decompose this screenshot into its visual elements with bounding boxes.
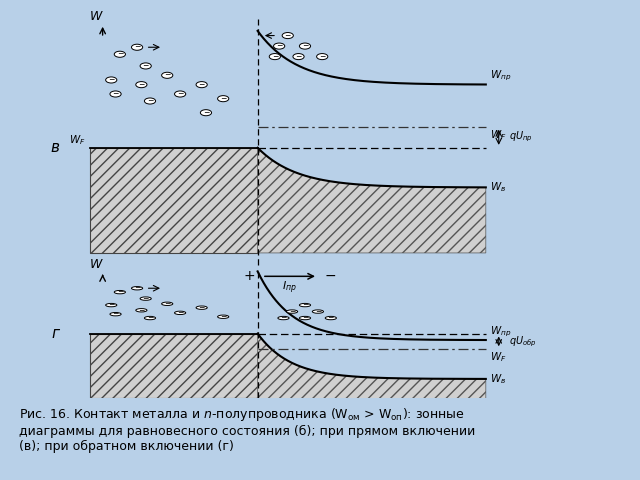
Text: $W_в$: $W_в$: [490, 372, 506, 386]
Circle shape: [269, 54, 280, 60]
Polygon shape: [258, 334, 486, 398]
Text: −: −: [143, 61, 149, 70]
Text: $I_{пр}$: $I_{пр}$: [282, 280, 298, 296]
Polygon shape: [258, 148, 486, 253]
Text: −: −: [302, 300, 308, 310]
Text: $W_F$: $W_F$: [490, 128, 507, 142]
Text: $W_{пр}$: $W_{пр}$: [490, 325, 511, 339]
Circle shape: [106, 303, 117, 307]
Circle shape: [162, 72, 173, 78]
Circle shape: [196, 306, 207, 310]
Text: +: +: [243, 269, 255, 283]
Text: −: −: [315, 307, 321, 316]
Text: −: −: [134, 284, 140, 293]
Text: −: −: [164, 71, 170, 80]
Text: $W_F$: $W_F$: [69, 133, 85, 146]
Text: −: −: [302, 313, 308, 323]
Circle shape: [140, 63, 151, 69]
Circle shape: [110, 91, 121, 97]
Text: −: −: [198, 303, 205, 312]
Circle shape: [300, 316, 310, 320]
Text: −: −: [147, 96, 153, 105]
Circle shape: [282, 33, 293, 38]
Circle shape: [131, 44, 143, 50]
Circle shape: [287, 310, 298, 313]
Text: −: −: [138, 306, 145, 315]
Circle shape: [218, 96, 228, 102]
Circle shape: [278, 316, 289, 320]
Text: −: −: [280, 313, 287, 323]
Text: −: −: [325, 269, 337, 283]
Circle shape: [145, 98, 156, 104]
Circle shape: [106, 77, 117, 83]
Circle shape: [317, 54, 328, 60]
Text: Рис. 16. Контакт металла и $n$-полупроводника (W$_{\mathrm{ом}}$ > W$_{\mathrm{о: Рис. 16. Контакт металла и $n$-полупрово…: [19, 406, 476, 453]
Text: −: −: [302, 41, 308, 50]
Circle shape: [300, 43, 310, 49]
Text: −: −: [271, 52, 278, 61]
Circle shape: [110, 312, 121, 316]
Circle shape: [136, 82, 147, 88]
Text: −: −: [198, 80, 205, 89]
Circle shape: [140, 297, 151, 300]
Text: −: −: [108, 300, 115, 310]
Text: $W_F$: $W_F$: [490, 350, 507, 364]
Text: −: −: [177, 308, 183, 317]
Circle shape: [293, 54, 304, 60]
Circle shape: [175, 311, 186, 314]
Text: −: −: [220, 312, 227, 321]
Text: $W$: $W$: [89, 10, 104, 23]
Text: −: −: [289, 307, 295, 316]
Bar: [90, 148, 258, 253]
Text: $W$: $W$: [89, 258, 104, 271]
Text: −: −: [116, 288, 123, 297]
Circle shape: [200, 109, 212, 116]
Circle shape: [162, 302, 173, 305]
Text: −: −: [113, 310, 119, 319]
Circle shape: [136, 309, 147, 312]
Circle shape: [115, 51, 125, 57]
Circle shape: [145, 316, 156, 320]
Text: $W_в$: $W_в$: [490, 180, 506, 194]
Text: г: г: [51, 326, 60, 341]
Circle shape: [325, 316, 337, 320]
Text: в: в: [51, 140, 60, 155]
Circle shape: [131, 287, 143, 290]
Text: $qU_{обр}$: $qU_{обр}$: [509, 334, 537, 348]
Circle shape: [300, 303, 310, 307]
Text: −: −: [147, 313, 153, 323]
Circle shape: [218, 315, 228, 318]
Circle shape: [196, 82, 207, 88]
Text: −: −: [143, 294, 149, 303]
Text: $qU_{пр}$: $qU_{пр}$: [509, 130, 533, 144]
Circle shape: [273, 43, 285, 49]
Text: −: −: [276, 41, 282, 50]
Text: −: −: [203, 108, 209, 117]
Bar: [90, 334, 258, 398]
Text: −: −: [108, 75, 115, 84]
Text: −: −: [295, 52, 301, 61]
Text: −: −: [138, 80, 145, 89]
Text: −: −: [319, 52, 325, 61]
Text: −: −: [113, 89, 119, 98]
Text: −: −: [328, 313, 334, 323]
Text: −: −: [285, 31, 291, 40]
Text: −: −: [220, 94, 227, 103]
Circle shape: [115, 290, 125, 294]
Circle shape: [175, 91, 186, 97]
Text: −: −: [134, 43, 140, 51]
Text: −: −: [177, 89, 183, 98]
Text: −: −: [116, 49, 123, 59]
Circle shape: [312, 310, 323, 313]
Text: −: −: [164, 299, 170, 308]
Text: $W_{пр}$: $W_{пр}$: [490, 69, 511, 84]
